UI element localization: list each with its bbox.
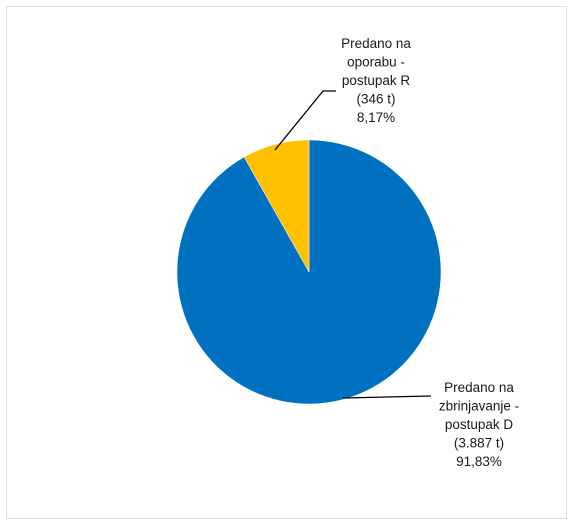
pie-slice-0 [243, 139, 310, 273]
slice-label-0-line-4: 8,17% [357, 110, 395, 125]
slice-label-0-line-0: Predano na [341, 36, 411, 51]
slice-label-0-line-1: oporabu - [347, 55, 405, 70]
leader-line-1 [342, 395, 432, 399]
slice-label-1-line-0: Predano na [444, 380, 514, 395]
slice-label-1-line-1: zbrinjavanje - [439, 399, 519, 414]
slice-label-1-line-2: postupak D [445, 417, 514, 432]
slice-label-1-line-3: (3.887 t) [454, 436, 504, 451]
slice-label-0-line-3: (346 t) [356, 92, 395, 107]
slice-label-0-line-2: postupak R [342, 73, 411, 88]
leader-line-0 [274, 90, 336, 151]
slice-label-1-line-4: 91,83% [456, 454, 502, 469]
